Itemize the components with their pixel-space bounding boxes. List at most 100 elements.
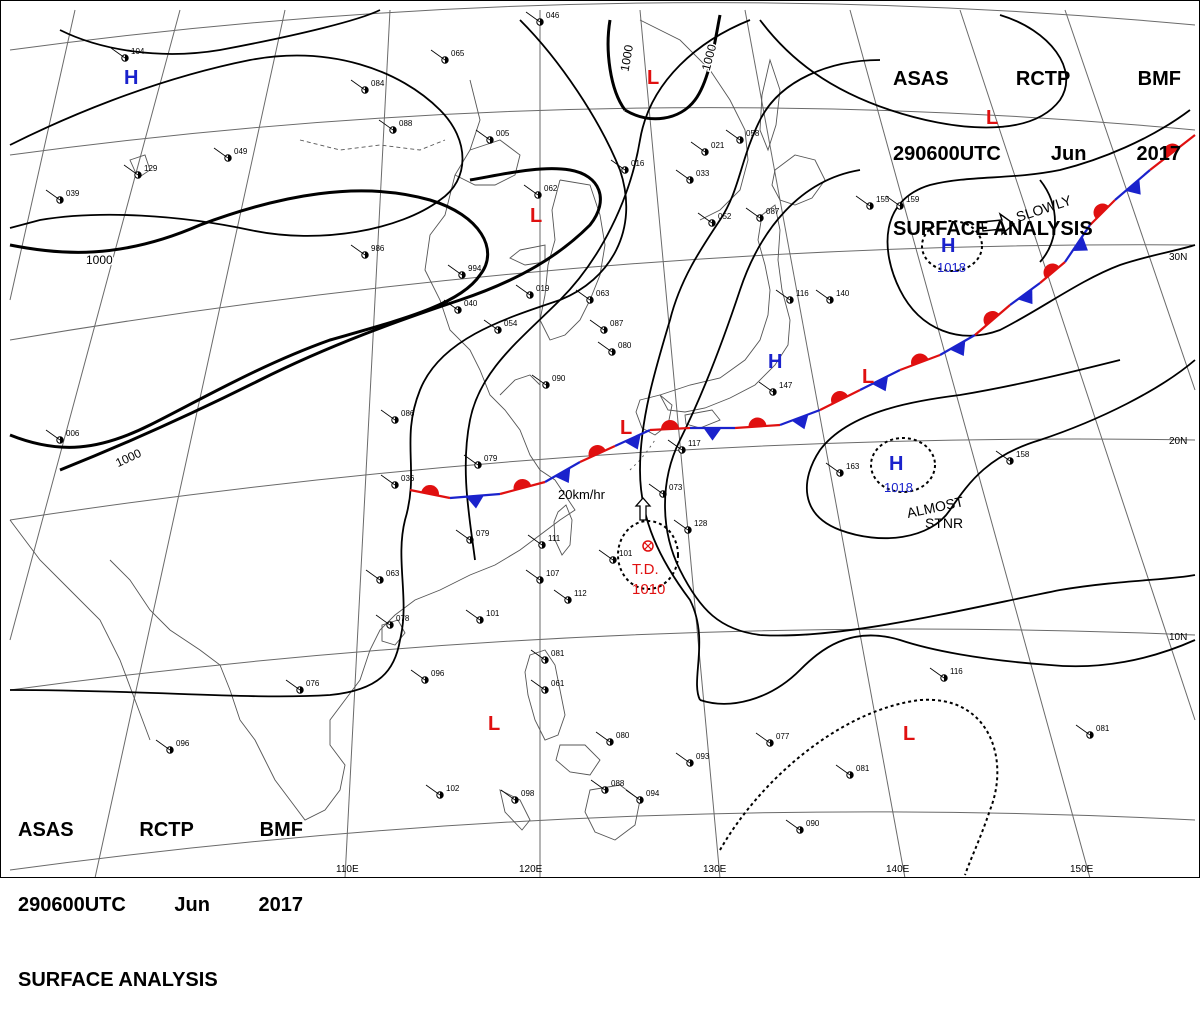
coast-mindanao — [584, 784, 641, 841]
meridian-line — [344, 9, 391, 878]
station-plot: 052 — [697, 212, 732, 227]
isobar-label: 1000 — [618, 43, 636, 72]
wind-barb — [365, 569, 381, 581]
wind-barb — [525, 569, 541, 581]
station-plot: 079 — [455, 529, 490, 544]
station-plot: 062 — [523, 184, 558, 199]
wind-barb — [648, 483, 664, 495]
low-center: L — [862, 366, 874, 388]
cloud-cover — [530, 291, 534, 299]
wind-barb — [697, 212, 713, 224]
station-plot: 111 — [527, 534, 561, 549]
warm-front-symbol — [513, 479, 532, 491]
wind-barb — [598, 549, 614, 561]
station-plot: 986 — [350, 244, 385, 259]
station-plot: 061 — [530, 679, 565, 694]
station-pressure: 080 — [616, 731, 630, 740]
cloud-cover — [393, 126, 397, 134]
wind-barb — [475, 129, 491, 141]
wind-barb — [123, 164, 139, 176]
coastlines — [9, 19, 826, 841]
cloud-cover — [568, 596, 572, 604]
header-line-1: ASAS RCTP BMF — [18, 818, 303, 843]
station-plot: 155 — [855, 195, 890, 210]
high-center: H — [889, 453, 903, 475]
station-pressure: 079 — [484, 454, 498, 463]
lat-label-10n: 10N — [1169, 632, 1187, 643]
station-pressure: 112 — [574, 589, 587, 598]
station-plot: 093 — [675, 752, 710, 767]
wind-barb — [155, 739, 171, 751]
wind-barb — [530, 649, 546, 661]
station-plot: 101 — [465, 609, 500, 624]
station-pressure: 033 — [696, 169, 710, 178]
wind-barb — [380, 474, 396, 486]
station-pressure: 129 — [144, 164, 158, 173]
cloud-cover — [870, 202, 874, 210]
warm-front-symbol — [421, 485, 439, 496]
low-center: L — [530, 205, 542, 227]
station-plot: 096 — [410, 669, 445, 684]
header-year: 2017 — [258, 894, 304, 916]
cloud-cover — [445, 56, 449, 64]
isobar — [9, 189, 490, 449]
coast-luzon — [524, 649, 566, 741]
station-plot: 081 — [835, 764, 870, 779]
station-pressure: 101 — [486, 609, 500, 618]
center-values: 1018 1018 — [884, 260, 966, 495]
wind-barb — [775, 289, 791, 301]
station-plot: 005 — [475, 129, 510, 144]
td-speed: 20km/hr — [558, 487, 606, 502]
header-month: Jun — [1050, 143, 1087, 165]
wind-barb — [667, 439, 683, 451]
wind-barb — [745, 207, 761, 219]
station-plot: 096 — [155, 739, 190, 754]
station-pressure: 128 — [694, 519, 708, 528]
high-center-value: 1018 — [937, 260, 966, 275]
station-plot: 079 — [463, 454, 498, 469]
station-observations: 104 129 039 049 986 084 088 065 046 005 062 016 021 0… — [45, 11, 1110, 834]
wind-barb — [785, 819, 801, 831]
warm-front-symbol — [1093, 203, 1109, 219]
wind-barb — [110, 47, 126, 59]
cloud-cover — [625, 166, 629, 174]
isobar — [464, 19, 751, 561]
wind-barb — [531, 374, 547, 386]
station-plot: 094 — [625, 789, 660, 804]
station-pressure: 049 — [234, 147, 248, 156]
wind-barb — [465, 609, 481, 621]
station-pressure: 081 — [856, 764, 870, 773]
station-pressure: 147 — [779, 381, 793, 390]
station-pressure: 039 — [66, 189, 80, 198]
lon-label-110e: 110E — [336, 864, 359, 875]
station-pressure: 036 — [401, 474, 415, 483]
header-agency: ASAS — [18, 819, 74, 841]
map-header-bottom: ASAS RCTP BMF 290600UTC Jun 2017 SURFACE… — [18, 768, 303, 1018]
cloud-cover — [545, 656, 549, 664]
station-plot: 090 — [785, 819, 820, 834]
header-line-2: 290600UTC Jun 2017 — [893, 142, 1181, 167]
wind-barb — [380, 409, 396, 421]
cloud-cover — [612, 348, 616, 356]
station-plot: 040 — [443, 299, 478, 314]
cloud-cover — [228, 154, 232, 162]
lon-label-140e: 140E — [886, 864, 910, 875]
station-pressure: 158 — [1016, 450, 1030, 459]
cloud-cover — [490, 136, 494, 144]
cloud-cover — [440, 791, 444, 799]
cold-front-symbol — [1125, 179, 1141, 195]
station-plot: 128 — [673, 519, 708, 534]
isobar — [59, 167, 602, 472]
header-office: BMF — [1137, 68, 1181, 90]
header-product: SURFACE ANALYSIS — [893, 218, 1093, 240]
cloud-cover — [850, 771, 854, 779]
cloud-cover — [458, 306, 462, 314]
station-pressure: 155 — [876, 195, 890, 204]
cloud-cover — [540, 18, 544, 26]
cloud-cover — [395, 481, 399, 489]
meridian-line — [959, 9, 1196, 721]
station-plot: 081 — [1075, 724, 1110, 739]
cloud-cover — [125, 54, 129, 62]
cloud-cover — [470, 536, 474, 544]
cloud-cover — [1010, 457, 1014, 465]
